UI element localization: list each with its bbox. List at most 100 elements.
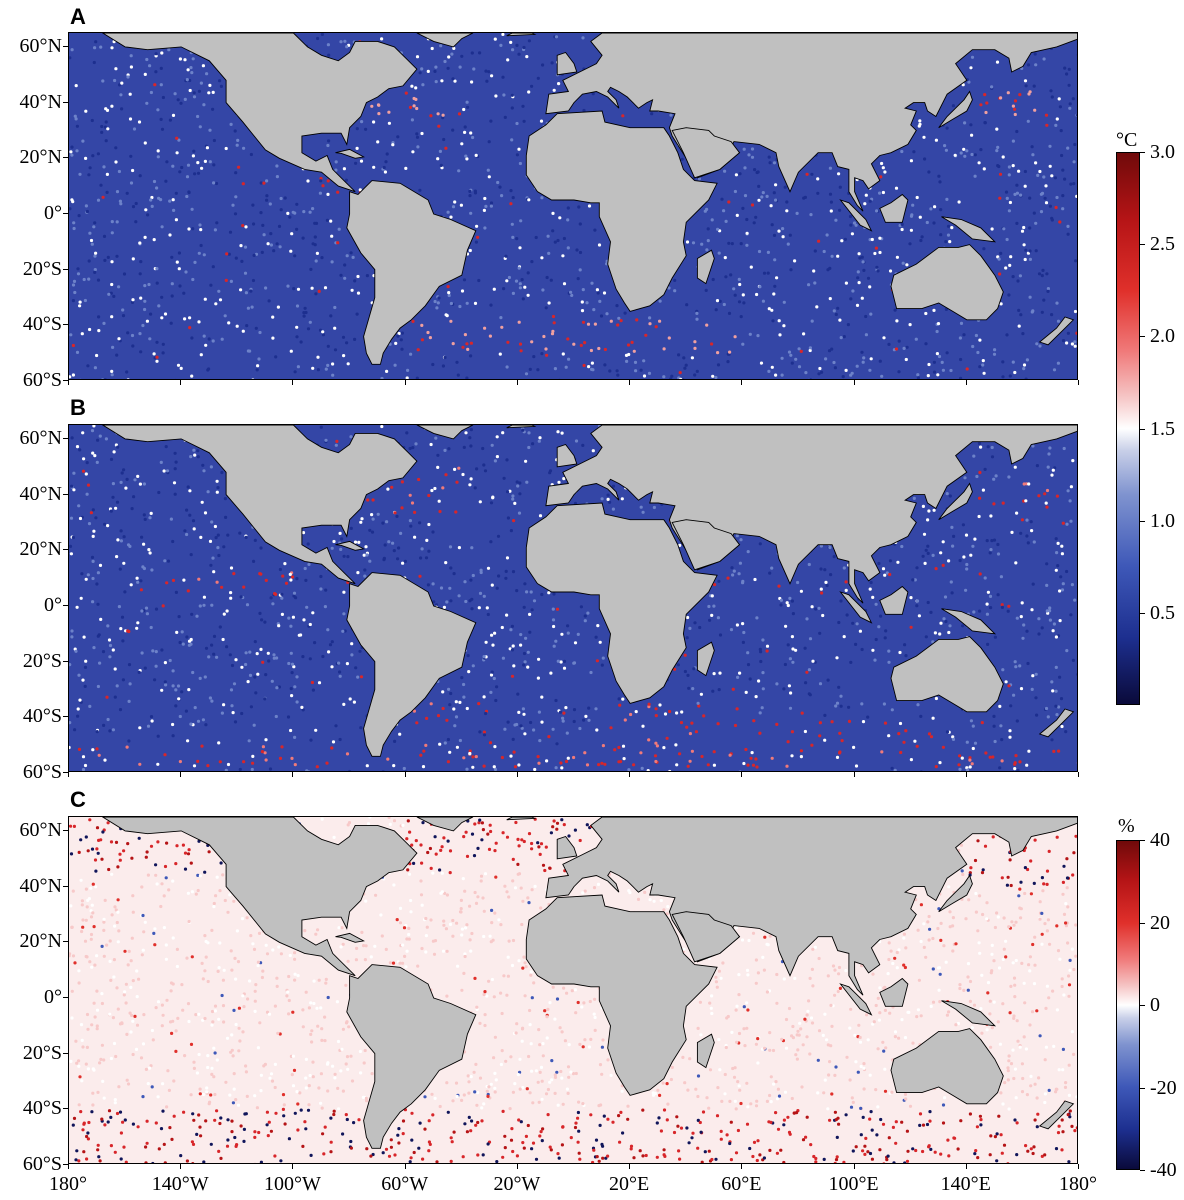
texture-dot — [254, 252, 259, 256]
texture-dot — [835, 755, 840, 759]
texture-dot — [336, 1039, 341, 1044]
texture-dot — [774, 1080, 778, 1084]
texture-dot — [100, 130, 104, 134]
texture-dot — [827, 349, 832, 353]
texture-dot — [747, 153, 751, 157]
texture-dot — [411, 319, 415, 323]
texture-dot — [206, 1065, 210, 1070]
texture-dot — [1060, 1118, 1064, 1122]
land-greenland — [416, 425, 474, 440]
texture-dot — [578, 726, 582, 731]
texture-dot — [1065, 522, 1069, 526]
map-svg-c — [69, 817, 1077, 1164]
texture-dot — [70, 153, 74, 157]
texture-dot — [986, 991, 990, 995]
texture-dot — [735, 213, 739, 217]
texture-dot — [106, 127, 110, 131]
texture-dot — [589, 670, 593, 675]
texture-dot — [722, 302, 726, 307]
texture-dot — [1011, 139, 1016, 143]
texture-dot — [462, 445, 466, 449]
texture-dot — [979, 148, 983, 152]
texture-dot — [127, 739, 131, 743]
texture-dot — [724, 219, 728, 223]
texture-dot — [175, 136, 179, 140]
texture-dot — [883, 636, 887, 640]
texture-dot — [70, 436, 74, 440]
texture-dot — [77, 504, 81, 508]
texture-dot — [522, 651, 527, 656]
texture-dot — [831, 1163, 834, 1164]
texture-dot — [197, 1052, 201, 1057]
texture-dot — [221, 637, 225, 642]
texture-dot — [979, 445, 983, 449]
texture-dot — [463, 333, 467, 337]
texture-dot — [828, 192, 833, 196]
panel-letter-a: A — [70, 4, 86, 29]
texture-dot — [78, 1075, 82, 1079]
texture-dot — [223, 497, 227, 501]
texture-dot — [1029, 520, 1033, 524]
texture-dot — [653, 754, 658, 758]
texture-dot — [502, 287, 506, 291]
texture-dot — [224, 515, 228, 519]
texture-dot — [468, 436, 472, 440]
texture-dot — [445, 718, 449, 722]
texture-dot — [509, 529, 513, 533]
texture-dot — [439, 586, 444, 590]
texture-dot — [560, 1143, 564, 1147]
texture-dot — [317, 289, 321, 293]
texture-dot — [693, 340, 697, 344]
texture-dot — [452, 572, 456, 576]
texture-dot — [534, 1157, 539, 1161]
texture-dot — [992, 714, 996, 718]
texture-dot — [448, 871, 452, 875]
texture-dot — [673, 289, 677, 293]
texture-dot — [506, 516, 510, 520]
texture-dot — [963, 121, 967, 125]
texture-dot — [478, 591, 483, 595]
texture-dot — [128, 682, 132, 686]
texture-dot — [275, 175, 279, 179]
texture-dot — [235, 324, 239, 328]
texture-dot — [293, 370, 297, 374]
texture-dot — [70, 925, 74, 929]
texture-dot — [85, 209, 89, 214]
texture-dot — [871, 648, 875, 652]
texture-dot — [280, 596, 284, 600]
texture-dot — [74, 84, 78, 88]
texture-dot — [272, 656, 276, 660]
texture-dot — [97, 315, 101, 319]
texture-dot — [89, 511, 93, 515]
texture-dot — [207, 655, 211, 659]
texture-dot — [222, 545, 226, 549]
texture-dot — [393, 363, 397, 367]
texture-dot — [102, 928, 106, 932]
texture-dot — [451, 205, 456, 209]
texture-dot — [730, 1030, 734, 1034]
texture-dot — [487, 847, 492, 851]
texture-dot — [290, 575, 295, 579]
texture-dot — [318, 191, 322, 195]
texture-dot — [197, 577, 201, 581]
texture-dot — [659, 898, 663, 903]
texture-dot — [601, 656, 605, 660]
texture-dot — [884, 1046, 888, 1050]
texture-dot — [321, 330, 325, 334]
texture-dot — [229, 566, 234, 570]
texture-dot — [973, 174, 977, 178]
texture-dot — [606, 1058, 610, 1062]
texture-dot — [1066, 489, 1070, 493]
texture-dot — [849, 297, 853, 301]
texture-dot — [95, 460, 99, 464]
texture-dot — [921, 554, 925, 558]
texture-dot — [937, 174, 941, 178]
texture-dot — [1000, 603, 1004, 607]
texture-dot — [737, 572, 741, 576]
texture-dot — [500, 325, 504, 329]
texture-dot — [301, 708, 305, 712]
texture-dot — [834, 312, 838, 317]
texture-dot — [209, 465, 213, 469]
texture-dot — [913, 578, 917, 582]
texture-dot — [210, 520, 214, 524]
